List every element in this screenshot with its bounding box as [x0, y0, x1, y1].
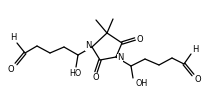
Text: O: O	[93, 72, 99, 82]
Text: O: O	[8, 65, 14, 74]
Text: O: O	[195, 76, 201, 84]
Text: N: N	[117, 53, 123, 63]
Text: H: H	[192, 44, 198, 53]
Text: O: O	[137, 34, 143, 44]
Text: OH: OH	[136, 80, 148, 89]
Text: HO: HO	[69, 68, 81, 78]
Text: H: H	[10, 34, 16, 42]
Text: N: N	[85, 42, 91, 51]
